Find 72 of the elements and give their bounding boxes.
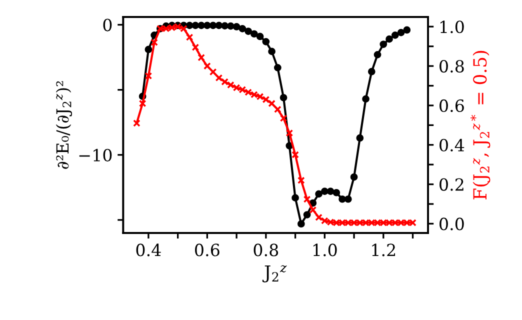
y2-tick-label: 1.0	[440, 20, 464, 34]
point	[286, 142, 294, 150]
x-tick-label: 1.2	[372, 244, 396, 256]
point	[250, 30, 258, 38]
point	[186, 34, 194, 41]
y2-tick-label: 0.0	[440, 218, 464, 230]
y-tick-label: −10	[79, 148, 112, 162]
point	[380, 40, 388, 48]
point	[274, 64, 282, 72]
point	[150, 38, 158, 46]
point	[297, 220, 305, 228]
x-tick-label: 0.8	[254, 244, 278, 256]
point	[198, 22, 205, 30]
y2-tick-label: 0.6	[440, 99, 464, 112]
point	[338, 195, 346, 203]
x-axis-title: J$_{2}$$^{z}$	[262, 265, 287, 282]
y-axis-title: ∂²E₀/(∂J$_{2}$$^{z}$)²	[56, 81, 72, 169]
point	[286, 129, 294, 137]
point	[215, 74, 223, 82]
point	[350, 173, 358, 181]
point	[280, 94, 288, 102]
point	[244, 28, 252, 35]
point	[403, 26, 411, 34]
point	[374, 51, 382, 58]
point	[362, 95, 370, 103]
y2-tick-label: 0.4	[440, 138, 464, 152]
point	[297, 176, 305, 184]
point	[315, 190, 322, 198]
point	[192, 44, 200, 51]
point	[144, 46, 152, 54]
point	[133, 120, 140, 127]
point	[192, 22, 200, 30]
point	[256, 32, 264, 40]
x-tick-label: 0.4	[136, 244, 161, 256]
point	[332, 188, 340, 196]
point	[198, 54, 205, 62]
point	[204, 22, 211, 30]
point	[138, 100, 146, 108]
point	[186, 22, 194, 30]
point	[368, 68, 376, 76]
point	[397, 28, 405, 36]
point	[144, 72, 152, 80]
point	[204, 62, 211, 70]
point	[232, 23, 240, 30]
x-tick-label: 0.6	[195, 244, 220, 256]
point	[227, 22, 234, 30]
point	[215, 22, 223, 30]
x-tick-label: 1.0	[313, 244, 337, 256]
point	[209, 68, 217, 76]
y2-axis-title: F(J$_{2}$$^{z}$, J$_{2}$$^{z*}$ = 0.5)	[470, 50, 490, 200]
point	[274, 106, 282, 114]
point	[292, 194, 299, 202]
point	[344, 195, 352, 203]
point	[268, 48, 276, 56]
y-tick-label: 0	[103, 18, 112, 32]
point	[262, 38, 270, 46]
point	[386, 35, 393, 43]
point	[303, 211, 311, 218]
point	[268, 100, 276, 108]
point	[280, 114, 288, 122]
point	[292, 151, 299, 158]
y2-tick-label: 0.8	[440, 60, 464, 73]
point	[391, 31, 399, 39]
point	[326, 188, 334, 196]
point	[309, 206, 317, 214]
point	[221, 22, 228, 30]
point	[303, 196, 311, 203]
point	[320, 188, 328, 196]
point	[356, 134, 364, 142]
point	[238, 24, 246, 32]
point	[209, 22, 217, 30]
y2-tick-label: 0.2	[440, 178, 464, 191]
